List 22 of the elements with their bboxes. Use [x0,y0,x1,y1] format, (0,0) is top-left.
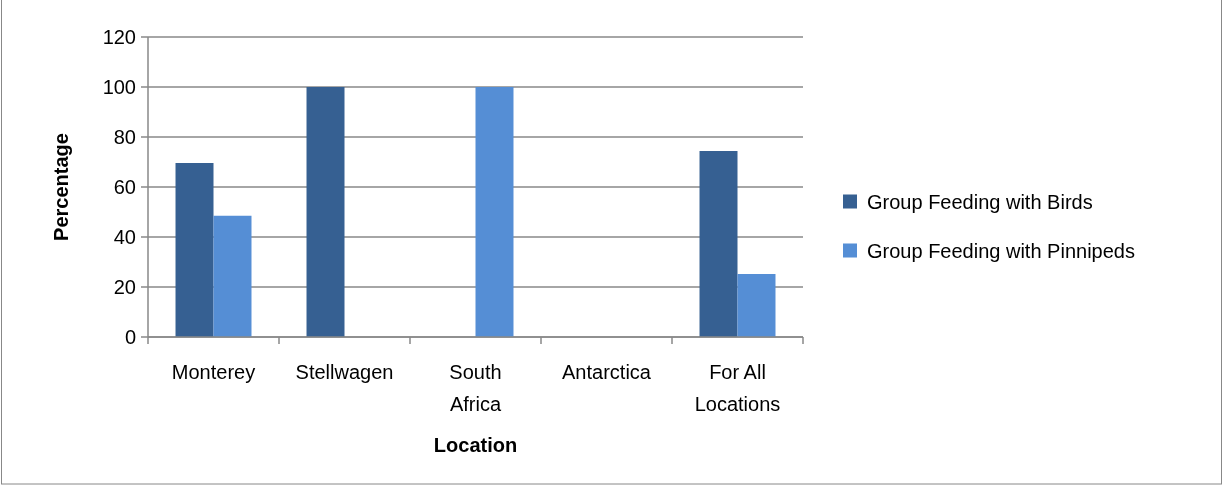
y-tick-label: 120 [102,26,136,48]
legend-label: Group Feeding with Pinnipeds [867,239,1135,262]
x-tick-label: For All Locations [694,361,781,415]
y-tick-label: 0 [124,326,136,348]
y-tick-label: 40 [113,226,136,248]
y-tick-label: 60 [113,176,136,198]
bar [699,151,738,337]
y-tick-label: 20 [113,276,136,298]
x-tick-label: South Africa [449,361,502,415]
x-axis-title: Location [433,434,518,456]
legend-label: Group Feeding with Birds [867,190,1093,213]
bar [175,163,214,337]
x-tick-label: Stellwagen [295,361,394,383]
y-tick-label: 100 [102,76,136,98]
x-tick-label: Monterey [171,361,256,383]
bar [737,274,776,337]
y-axis-title: Percentage [50,133,72,241]
x-tick-label: Antarctica [562,361,652,383]
bar [213,215,252,337]
y-tick-label: 80 [113,126,136,148]
bar [306,87,345,337]
bar [475,87,514,337]
